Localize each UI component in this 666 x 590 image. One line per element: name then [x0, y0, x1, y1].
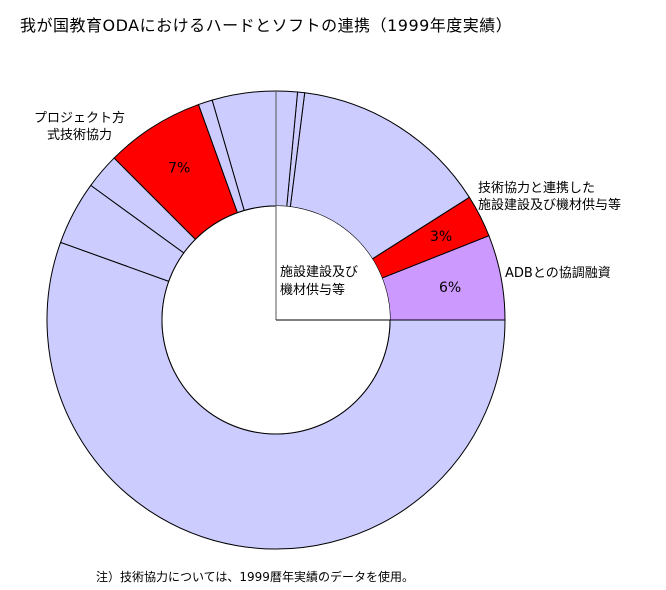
slice-label-line: 施設建設及び機材供与等	[478, 198, 622, 213]
slice-label-line: プロジェクト方	[34, 111, 126, 126]
center-label-line: 施設建設及び	[280, 264, 358, 280]
slice-label-line: 式技術協力	[47, 128, 113, 143]
slice-label-6: プロジェクト方 式技術協力	[34, 110, 125, 144]
chart-title: 我が国教育ODAにおけるハードとソフトの連携（1999年度実績）	[20, 16, 513, 35]
slice-label-line: ADBとの協調融資	[505, 266, 611, 281]
center-label: 施設建設及び機材供与等	[280, 264, 358, 298]
center-label-line: 機材供与等	[280, 282, 345, 298]
pct-label-1: 3%	[430, 229, 452, 245]
slice-label-1: 技術協力と連携した施設建設及び機材供与等	[478, 180, 621, 214]
footnote: 注）技術協力については、1999暦年実績のデータを使用。	[96, 570, 414, 584]
donut-hole-quadrant	[276, 206, 390, 320]
slice-label-line: 技術協力と連携した	[478, 181, 596, 196]
slice-label-0: ADBとの協調融資	[505, 265, 611, 282]
pct-label-6: 7%	[168, 160, 190, 176]
pct-label-0: 6%	[439, 280, 461, 296]
